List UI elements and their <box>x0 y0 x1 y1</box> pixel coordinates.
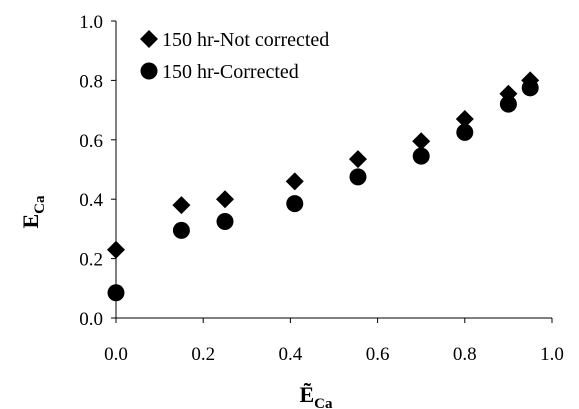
legend-item: 150 hr-Not corrected <box>140 29 329 51</box>
data-point-circle <box>216 212 234 230</box>
data-point-diamond <box>285 172 304 191</box>
data-point-circle <box>521 79 539 97</box>
data-point-diamond <box>348 150 367 169</box>
y-axis-title: ECa <box>18 195 48 229</box>
data-point-circle <box>349 168 367 186</box>
legend-item: 150 hr-Corrected <box>140 61 299 83</box>
data-point-circle <box>172 221 190 239</box>
data-point-circle <box>499 95 517 113</box>
data-series <box>107 71 540 302</box>
x-tick-label: 0.6 <box>366 344 390 365</box>
x-tick-label: 0.0 <box>104 344 128 365</box>
svg-text:ECa: ECa <box>18 195 48 229</box>
svg-text:ẼCa: ẼCa <box>299 382 333 409</box>
data-point-diamond <box>412 132 431 151</box>
x-axis-ticks: 0.0 0.2 0.4 0.6 0.8 1.0 <box>104 318 564 365</box>
legend-label: 150 hr-Not corrected <box>162 29 329 51</box>
x-axis-label-subscript: Ca <box>314 396 333 409</box>
y-axis-label-subscript: Ca <box>32 195 48 214</box>
x-axis-label: Ẽ <box>299 382 314 407</box>
y-tick-label: 0.4 <box>79 190 103 211</box>
x-tick-label: 1.0 <box>540 344 564 365</box>
legend-label: 150 hr-Corrected <box>162 61 299 83</box>
legend-marker-circle <box>140 62 158 80</box>
y-tick-label: 0.8 <box>79 71 103 92</box>
x-tick-label: 0.2 <box>191 344 215 365</box>
legend: 150 hr-Not corrected 150 hr-Corrected <box>140 29 329 83</box>
data-point-diamond <box>455 110 474 129</box>
data-point-circle <box>107 284 125 302</box>
data-point-circle <box>286 195 304 213</box>
data-point-diamond <box>107 240 125 259</box>
y-tick-label: 0.6 <box>79 131 103 152</box>
data-point-circle <box>412 147 430 165</box>
x-tick-label: 0.4 <box>279 344 303 365</box>
y-tick-label: 1.0 <box>79 12 103 33</box>
legend-marker-diamond <box>140 30 158 48</box>
x-tick-label: 0.8 <box>453 344 477 365</box>
data-point-circle <box>456 123 474 141</box>
y-axis-label: E <box>18 214 43 229</box>
x-axis-title: ẼCa <box>299 382 333 409</box>
y-axis-ticks: 0.0 0.2 0.4 0.6 0.8 1.0 <box>79 12 116 330</box>
data-point-diamond <box>216 190 234 209</box>
series-circle <box>107 79 539 302</box>
data-point-diamond <box>172 196 191 215</box>
plot-area: 0.0 0.2 0.4 0.6 0.8 1.0 0.0 0.2 0.4 0.6 0.8 1.0 <box>79 12 564 365</box>
series-diamond <box>107 71 540 259</box>
y-tick-label: 0.2 <box>79 250 103 271</box>
y-tick-label: 0.0 <box>79 309 103 330</box>
